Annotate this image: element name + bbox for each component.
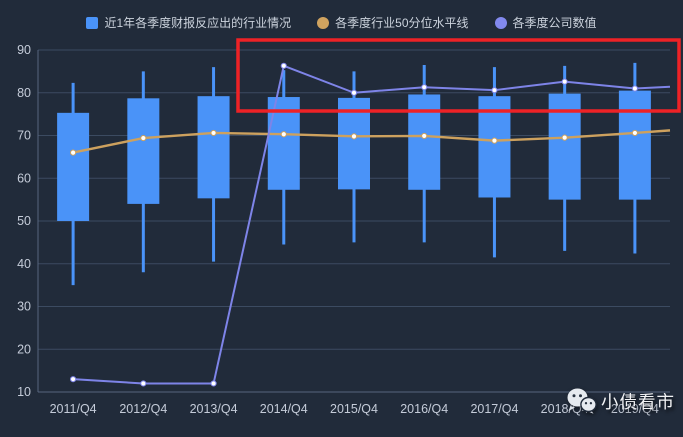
watermark-text: 小债看市 xyxy=(601,391,675,412)
y-axis-label-40: 40 xyxy=(17,257,31,271)
legend-square-marker xyxy=(86,16,99,29)
median-line[interactable] xyxy=(72,129,671,154)
median-point-2018-q4[interactable] xyxy=(561,134,568,141)
y-axis-label-20: 20 xyxy=(17,342,31,356)
median-point-2013-q4[interactable] xyxy=(210,129,217,137)
candlestick-2019-q4[interactable] xyxy=(618,90,651,200)
y-axis-label-10: 10 xyxy=(17,385,31,399)
candlestick-2013-q4[interactable] xyxy=(197,96,230,199)
legend-circle-marker xyxy=(317,16,330,29)
y-axis-label-50: 50 xyxy=(17,214,31,228)
watermark: 小债看市 xyxy=(566,386,675,416)
legend-item-2[interactable]: 各季度公司数值 xyxy=(494,14,597,31)
legend-item-label: 近1年各季度财报反应出的行业情况 xyxy=(104,16,292,30)
median-point-2014-q4[interactable] xyxy=(280,131,287,138)
company-value-point-2014-q4[interactable] xyxy=(280,62,287,69)
x-axis-label-2013-q4: 2013/Q4 xyxy=(190,402,238,416)
x-axis-label-2019-q4: 2019/Q4 xyxy=(611,402,659,416)
candlestick-2017-q4[interactable] xyxy=(478,96,511,198)
y-axis-label-60: 60 xyxy=(17,171,31,185)
x-axis-label-2011-q4: 2011/Q4 xyxy=(50,402,97,416)
company-value-point-2016-q4[interactable] xyxy=(421,84,428,91)
highlight-annotation-box xyxy=(236,38,681,113)
legend-item-label: 各季度行业50分位水平线 xyxy=(335,16,469,30)
wechat-icon xyxy=(567,388,597,414)
legend-item-0[interactable]: 近1年各季度财报反应出的行业情况 xyxy=(86,14,291,31)
legend-item-label: 各季度公司数值 xyxy=(512,16,597,30)
company-value-point-2012-q4[interactable] xyxy=(140,380,147,387)
median-point-2019-q4[interactable] xyxy=(631,129,638,137)
company-value-point-2018-q4[interactable] xyxy=(561,78,568,85)
x-axis-label-2017-q4: 2017/Q4 xyxy=(470,402,518,416)
y-axis-label-30: 30 xyxy=(17,300,31,314)
x-axis-label-2015-q4: 2015/Q4 xyxy=(330,402,378,416)
legend-item-1[interactable]: 各季度行业50分位水平线 xyxy=(317,14,469,31)
company-value-point-2015-q4[interactable] xyxy=(350,89,358,96)
legend-circle-marker xyxy=(494,16,507,29)
candlestick-2012-q4[interactable] xyxy=(127,98,160,204)
candlestick-2015-q4[interactable] xyxy=(338,97,370,190)
median-point-2015-q4[interactable] xyxy=(350,133,358,140)
x-axis-label-2012-q4: 2012/Q4 xyxy=(119,402,167,416)
median-point-2011-q4[interactable] xyxy=(70,149,77,156)
company-value-point-2011-q4[interactable] xyxy=(70,376,77,383)
chart-legend: 近1年各季度财报反应出的行业情况 各季度行业50分位水平线 各季度公司数值 xyxy=(0,14,683,31)
candlestick-2011-q4[interactable] xyxy=(57,112,90,221)
x-axis-label-2016-q4: 2016/Q4 xyxy=(400,402,448,416)
y-axis-label-70: 70 xyxy=(17,129,31,143)
y-axis-label-80: 80 xyxy=(17,86,31,100)
company-value-point-2017-q4[interactable] xyxy=(491,87,498,94)
candlestick-2016-q4[interactable] xyxy=(408,94,441,190)
median-point-2016-q4[interactable] xyxy=(421,132,428,140)
company-value-line[interactable] xyxy=(73,64,671,385)
y-axis-label-90: 90 xyxy=(17,43,31,57)
x-axis-label-2014-q4: 2014/Q4 xyxy=(260,402,308,416)
median-point-2017-q4[interactable] xyxy=(491,137,498,144)
median-point-2012-q4[interactable] xyxy=(140,134,147,142)
company-value-point-2019-q4[interactable] xyxy=(631,85,638,92)
company-value-point-2013-q4[interactable] xyxy=(210,380,217,387)
